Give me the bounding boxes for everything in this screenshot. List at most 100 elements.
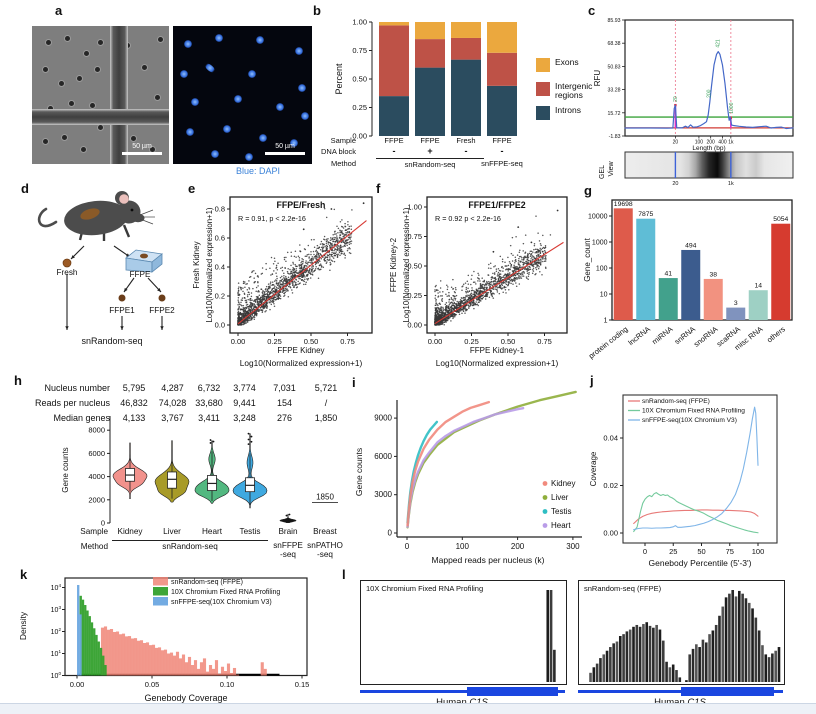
nuclei-statistics-table: Nucleus number 5,795 4,287 6,732 3,774 7,031 5…	[14, 380, 344, 425]
stacked-bar-segment	[487, 52, 517, 86]
sample-value: Breast	[313, 527, 337, 536]
ffpe-label: FFPE	[129, 270, 151, 279]
bar-value-label: 14	[754, 283, 762, 290]
gel-size-label: 20	[672, 181, 678, 187]
x-tick-label: 300	[566, 542, 580, 551]
table-row: Reads per nucleus 46,832 74,028 33,680 9,441…	[14, 395, 344, 410]
y-tick-label: 1.00	[352, 18, 367, 27]
x-tick-label: 0	[643, 547, 647, 556]
bar-value-label: 19698	[614, 201, 633, 208]
x-tick-label: 0	[405, 542, 410, 551]
genebody-coverage-histogram: 104 103 102 101 100 0.00 0.05 0.10 0.15 snRandom-…	[18, 577, 309, 703]
table-row-label: Median genes	[53, 412, 110, 423]
x-tick-label: 200	[707, 140, 716, 146]
y-tick-label: 9000	[374, 414, 392, 423]
stacked-bar-segment	[451, 22, 481, 38]
x-axis-label: Genebody Coverage	[144, 693, 227, 703]
nucleus-dot	[289, 139, 298, 148]
x-tick-label: 100	[695, 140, 704, 146]
table-cell: 3,774	[233, 382, 256, 393]
method-row-label: Method	[330, 159, 356, 168]
x-category-label: protein coding	[587, 324, 630, 360]
stacked-bar-segment	[415, 22, 445, 40]
y-tick-label: 0	[388, 529, 393, 538]
table-cell: 154	[276, 397, 293, 408]
cell-dot	[97, 125, 103, 131]
panel-f-label: f	[376, 181, 381, 196]
sample-value: Liver	[163, 527, 181, 536]
gene-counts-violin-plot: 0 2000 4000 6000 8000 Gene counts 1850	[61, 416, 338, 528]
gene-label: Human C1S	[654, 697, 706, 708]
gel-view-label: View	[608, 161, 615, 177]
table-cell: 9,441	[233, 397, 256, 408]
bar	[681, 249, 701, 320]
cell-dot	[68, 100, 74, 106]
cell-dot	[95, 67, 101, 73]
read-distribution-stacked-bar-chart: 0.00 0.25 0.50 0.75 1.00 Percent	[334, 18, 517, 141]
x-axis-label: FFPE Kidney	[277, 346, 324, 355]
gene-model-exon	[680, 686, 774, 696]
y-tick-label: 3000	[374, 490, 392, 499]
gene-model-line	[360, 690, 565, 693]
legend-label: snFFPE-seq(10X Chromium V3)	[171, 599, 272, 606]
panel-h-label: h	[14, 373, 22, 388]
y-tick-label: 0.50	[407, 262, 422, 271]
nucleus-dot	[214, 34, 223, 43]
y-tick-label: 0.04	[603, 434, 618, 443]
table-cell: 5,795	[122, 382, 146, 393]
mouse-workflow-drawing	[37, 191, 166, 330]
ffpe-block	[125, 249, 163, 273]
legend-label: Exons	[555, 57, 579, 67]
y-tick-label: 0.8	[215, 205, 225, 214]
table-cell: 6,732	[197, 382, 221, 393]
legend-swatch	[536, 58, 550, 72]
y-tick-label: 0.6	[215, 234, 225, 243]
x-axis-sublabel: Log10(Normalized expression+1)	[240, 358, 363, 368]
y-tick-label: 4000	[88, 472, 105, 481]
brightfield-microscopy-image: 50 µm	[32, 26, 169, 164]
legend-swatch	[536, 106, 550, 120]
legend-label: Kidney	[551, 479, 575, 488]
workflow-diagram: Fresh FFPE FFPE1 FFPE2 snRandom-seq	[14, 182, 192, 372]
nucleus-dot	[234, 95, 243, 103]
legend-item: Exons	[536, 58, 579, 72]
table-cell: 74,028	[158, 397, 187, 408]
y-axis-label: Percent	[334, 63, 344, 95]
genome-browser-tracks: 10X Chromium Fixed RNA Profiling snRando…	[336, 566, 814, 713]
dapi-caption: Blue: DAPI	[236, 166, 281, 176]
bar	[726, 307, 746, 320]
track-title: snRandom-seq (FFPE)	[584, 584, 662, 593]
x-tick-label: 200	[511, 542, 525, 551]
bar	[658, 278, 678, 320]
y-axis-label: Fresh Kidney	[192, 241, 201, 288]
method-group: snFFPE-seq	[273, 541, 303, 559]
stacked-bar-segment	[487, 22, 517, 53]
stacked-bar-segment	[379, 22, 409, 26]
table-cell: 5,721	[314, 382, 338, 393]
legend-swatch	[536, 82, 550, 96]
nucleus-dot	[223, 125, 232, 134]
scalebar: 50 µm	[122, 143, 162, 155]
cell-dot	[77, 75, 83, 81]
sample-value: FFPE	[384, 136, 404, 145]
coverage-track-10x: 10X Chromium Fixed RNA Profiling	[360, 580, 567, 685]
ffpe1-label: FFPE1	[109, 306, 135, 315]
table-cell: 33,680	[195, 397, 223, 408]
y-axis-label: FFPE Kidney-2	[389, 237, 398, 292]
sample-value: FFPE	[492, 136, 512, 145]
stacked-bar-segment	[379, 96, 409, 136]
stacked-bar-segment	[487, 85, 517, 136]
y-tick-label: 10	[600, 292, 608, 299]
table-row-label: Nucleus number	[44, 382, 110, 393]
panel-k-label: k	[20, 567, 28, 582]
ffpe2-label: FFPE2	[149, 306, 175, 315]
rfu-tick-label: 68.38	[608, 41, 621, 47]
legend-label: snFFPE-seq(10X Chromium V3)	[642, 417, 737, 424]
x-tick-label: 0.25	[464, 337, 479, 346]
sample-value: Heart	[201, 527, 223, 536]
y-axis-label: Coverage	[589, 451, 598, 486]
nucleus-dot	[184, 39, 193, 48]
y-tick-label: 2000	[88, 495, 105, 504]
